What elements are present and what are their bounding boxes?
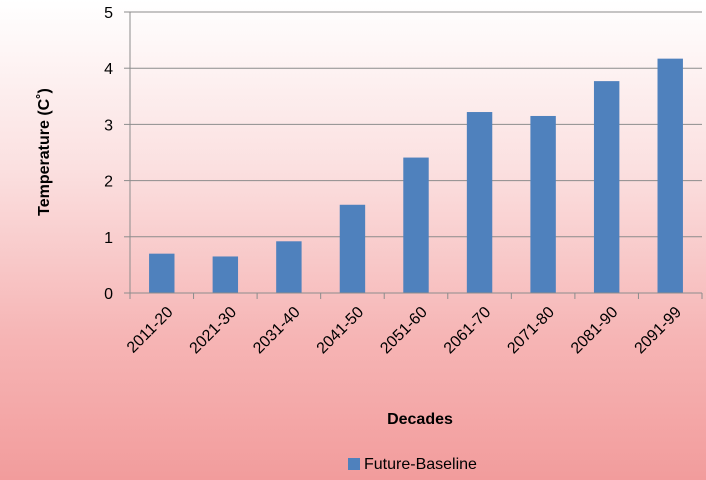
bar-2081-90 xyxy=(593,81,620,293)
x-tick-label: 2011-20 xyxy=(124,304,177,357)
y-tick-label: 3 xyxy=(104,117,113,134)
y-tick-label: 5 xyxy=(104,5,113,22)
x-tick-labels: 2011-20 2021-30 2031-40 2041-50 2051-60 2061-… xyxy=(124,304,685,358)
bar-2011-20 xyxy=(149,253,175,293)
y-tick-label: 1 xyxy=(104,230,113,247)
x-tick-label: 2041-50 xyxy=(314,304,368,358)
x-tick-label: 2081-90 xyxy=(568,304,622,358)
bar-2021-30 xyxy=(212,256,239,293)
y-axis-title: Temperature (C˚) xyxy=(36,88,53,216)
bar-2091-99 xyxy=(657,58,683,294)
bars xyxy=(149,58,683,294)
x-tick-label: 2061-70 xyxy=(441,304,495,358)
legend: Future-Baseline xyxy=(348,456,477,473)
x-tick-label: 2071-80 xyxy=(504,304,558,358)
y-tick-labels: 0 1 2 3 4 5 xyxy=(104,5,113,303)
bar-2031-40 xyxy=(276,241,302,293)
y-tick-label: 2 xyxy=(104,174,113,191)
x-tick-label: 2051-60 xyxy=(377,304,431,358)
bar-2061-70 xyxy=(466,112,493,293)
x-tick-label: 2031-40 xyxy=(250,304,304,358)
bar-2071-80 xyxy=(530,115,556,293)
legend-label: Future-Baseline xyxy=(364,456,477,473)
x-axis-title: Decades xyxy=(387,411,453,428)
axes xyxy=(129,12,703,299)
x-tick-label: 2091-99 xyxy=(632,304,686,358)
bar-2041-50 xyxy=(339,204,366,293)
x-tick-label: 2021-30 xyxy=(187,304,241,358)
y-tick-label: 0 xyxy=(104,286,113,303)
y-tick-label: 4 xyxy=(104,61,113,78)
bar-2051-60 xyxy=(403,157,429,293)
legend-swatch xyxy=(348,458,360,470)
